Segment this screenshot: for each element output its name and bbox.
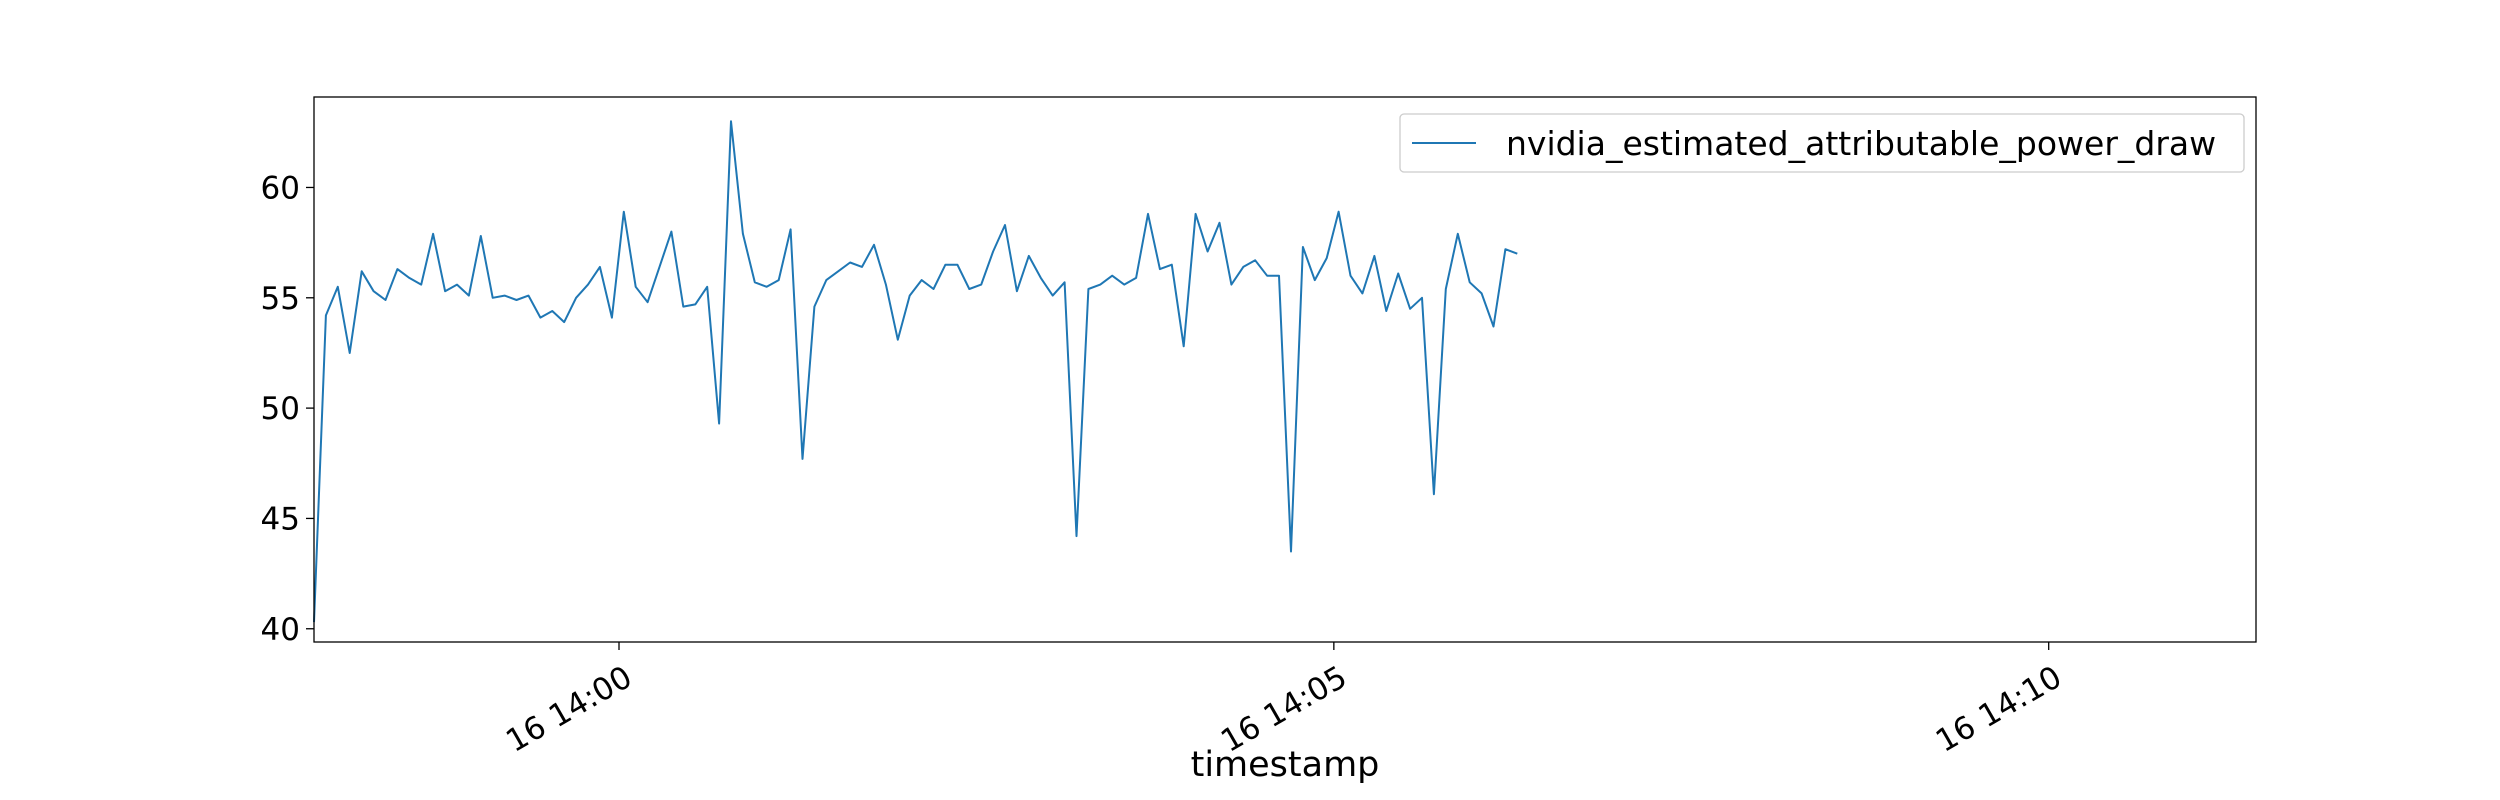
y-tick-label: 55: [261, 281, 300, 317]
x-axis-label: timestamp: [1191, 745, 1380, 785]
x-axis: 16 14:00 16 14:05 16 14:10: [500, 642, 2068, 760]
legend-box: [1399, 113, 2245, 173]
y-tick-label: 45: [261, 501, 300, 537]
y-tick-label: 50: [261, 391, 300, 427]
series-line-0: [313, 120, 1518, 623]
x-tick-label: 16 14:00: [500, 659, 638, 759]
legend[interactable]: nvidia_estimated_attributable_power_draw: [1399, 113, 2245, 173]
y-tick-label: 60: [261, 170, 300, 206]
y-tick-label: 40: [261, 612, 300, 648]
legend-label: nvidia_estimated_attributable_power_draw: [1506, 124, 2216, 163]
x-tick-label: 16 14:10: [1930, 659, 2068, 759]
y-axis: 40 45 50 55 60: [261, 170, 314, 648]
series-layer: [313, 120, 1518, 623]
plot-area-frame: [313, 96, 2257, 643]
